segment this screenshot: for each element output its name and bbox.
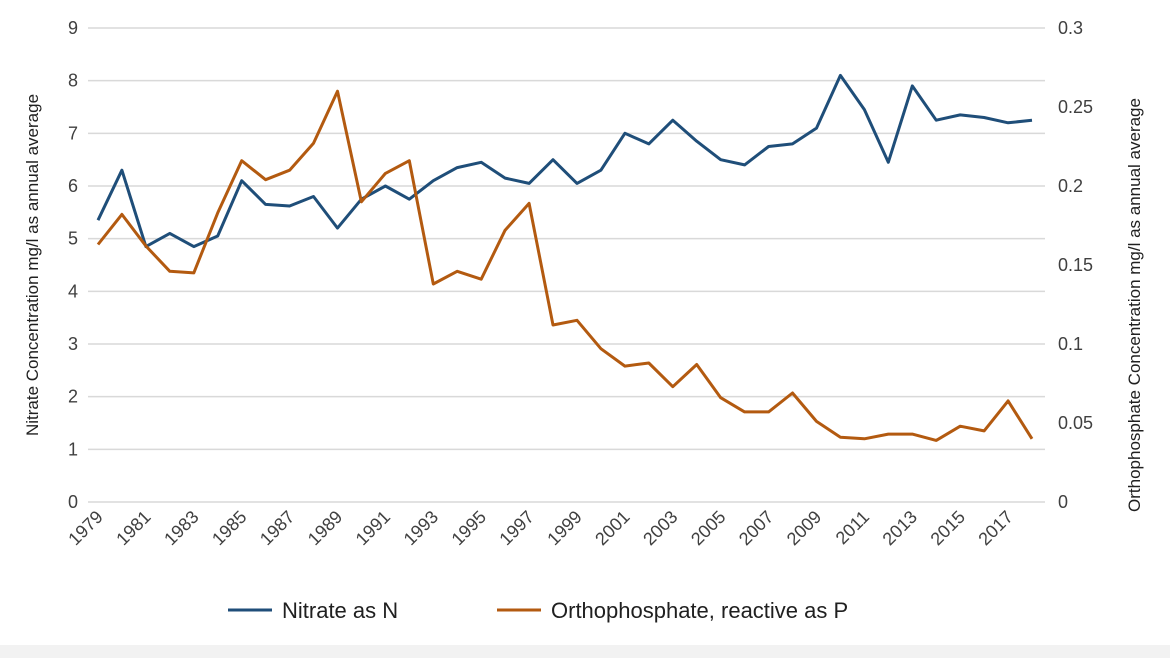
x-tick-label: 1991: [352, 507, 394, 549]
x-tick-label: 1993: [400, 507, 442, 549]
y-right-tick-label: 0.25: [1058, 97, 1093, 117]
x-tick-label: 2011: [832, 507, 874, 549]
y-tick-label: 6: [68, 176, 78, 196]
x-tick-label: 2013: [879, 507, 921, 549]
series-lines: [96, 73, 1034, 442]
y-tick-label: 1: [68, 439, 78, 459]
x-tick-label: 1981: [112, 507, 154, 549]
y-right-tick-label: 0: [1058, 492, 1068, 512]
x-tick-label: 1995: [448, 507, 490, 549]
x-tick-label: 1989: [304, 507, 346, 549]
y-right-tick-label: 0.2: [1058, 176, 1083, 196]
legend-label-nitrate: Nitrate as N: [282, 598, 398, 623]
right-axis-label: Orthophosphate Concentration mg/l as ann…: [1125, 98, 1144, 512]
x-tick-label: 2015: [927, 507, 969, 549]
series-line-nitrate: [96, 73, 1033, 249]
y-tick-label: 0: [68, 492, 78, 512]
x-tick-label: 2007: [735, 507, 777, 549]
legend: Nitrate as N Orthophosphate, reactive as…: [228, 598, 848, 623]
x-tick-label: 1987: [256, 507, 298, 549]
x-tick-label: 2001: [591, 507, 633, 549]
y-tick-label: 4: [68, 281, 78, 301]
y-tick-label: 7: [68, 123, 78, 143]
y-tick-label: 9: [68, 18, 78, 38]
x-axis-ticks: 1979 1981 1983 1985 1987 1989 1991 1993 1995 1997…: [64, 507, 1017, 549]
y-tick-label: 5: [68, 229, 78, 249]
y-right-tick-label: 0.05: [1058, 413, 1093, 433]
left-axis-ticks: 0 1 2 3 4 5 6 7 8 9: [68, 18, 78, 512]
legend-label-orthophosphate: Orthophosphate, reactive as P: [551, 598, 848, 623]
y-right-tick-label: 0.15: [1058, 255, 1093, 275]
x-tick-label: 1983: [160, 507, 202, 549]
x-tick-label: 1979: [64, 507, 106, 549]
y-right-tick-label: 0.3: [1058, 18, 1083, 38]
y-right-tick-label: 0.1: [1058, 334, 1083, 354]
gridlines: [88, 27, 1045, 503]
bottom-strip: [0, 645, 1170, 658]
x-tick-label: 2003: [639, 507, 681, 549]
y-tick-label: 2: [68, 387, 78, 407]
series-line-orthophosphate: [96, 89, 1034, 442]
x-tick-label: 1997: [495, 507, 537, 549]
right-axis-ticks: 0 0.05 0.1 0.15 0.2 0.25 0.3: [1058, 18, 1093, 512]
x-tick-label: 1999: [543, 507, 585, 549]
x-tick-label: 2017: [974, 507, 1016, 549]
x-tick-label: 2005: [687, 507, 729, 549]
left-axis-label: Nitrate Concentration mg/l as annual ave…: [23, 94, 42, 436]
x-tick-label: 2009: [783, 507, 825, 549]
y-tick-label: 3: [68, 334, 78, 354]
y-tick-label: 8: [68, 71, 78, 91]
x-tick-label: 1985: [208, 507, 250, 549]
